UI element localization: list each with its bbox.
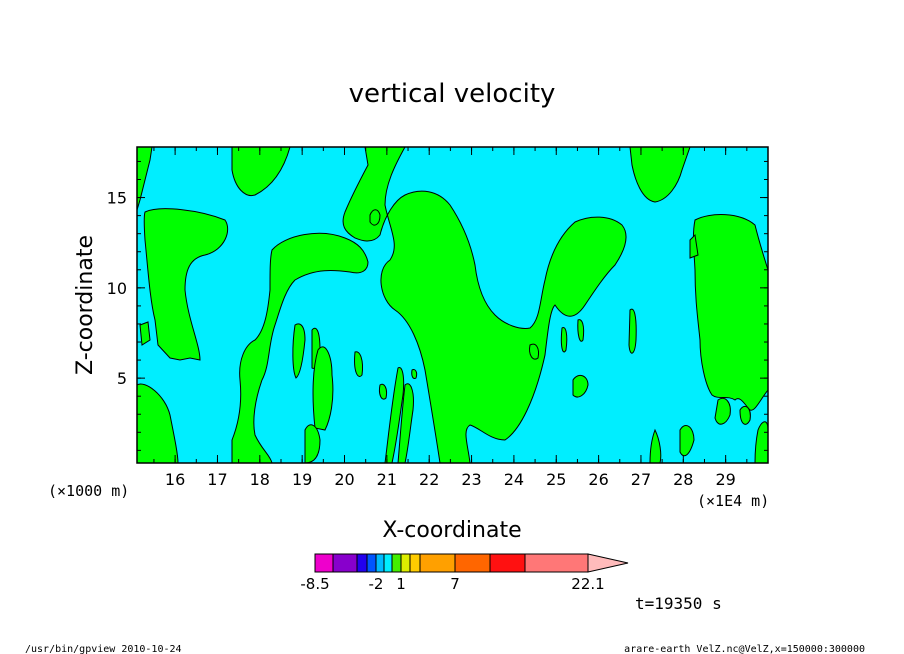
- contour-region: [384, 366, 405, 463]
- contour-region: [312, 346, 334, 431]
- x-tick-label: 18: [250, 470, 270, 489]
- chart-title: vertical velocity: [349, 79, 556, 109]
- x-tick-label: 20: [334, 470, 354, 489]
- x-secondary-note: (×1000 m): [48, 482, 129, 500]
- colorbar-label: -2: [369, 575, 384, 593]
- contour-region: [689, 233, 699, 259]
- contour-region: [679, 425, 695, 457]
- colorbar-segment: [524, 553, 589, 573]
- x-tick-label: 28: [673, 470, 693, 489]
- x-tick-label: 24: [504, 470, 524, 489]
- y-tick-label: 15: [107, 189, 127, 208]
- colorbar-segment: [366, 553, 377, 573]
- x-tick-label: 26: [588, 470, 608, 489]
- contour-region: [369, 209, 381, 226]
- contour-region: [628, 308, 637, 354]
- colorbar-segment: [356, 553, 368, 573]
- time-label: t=19350 s: [635, 594, 722, 613]
- colorbar-segment: [391, 553, 402, 573]
- colorbar-segment: [409, 553, 421, 573]
- contour-region: [354, 351, 363, 377]
- contour-region: [137, 147, 153, 211]
- contour-region: [577, 319, 585, 342]
- contour-region: [231, 147, 291, 197]
- contour-region: [292, 323, 306, 379]
- colorbar-segment: [375, 553, 385, 573]
- contour-region: [342, 147, 627, 463]
- contour-region: [231, 232, 369, 463]
- contour-region: [139, 321, 151, 346]
- x-tick-label: 27: [631, 470, 651, 489]
- contour-region: [143, 208, 229, 361]
- contour-region: [411, 369, 418, 379]
- contour-region: [629, 147, 691, 203]
- contour-region: [572, 374, 589, 398]
- contour-region: [739, 405, 751, 425]
- contour-region: [137, 383, 179, 463]
- x-ticks: 16 17 18 19 20 21 22 23 24 25 26 27 28 29: [153, 147, 769, 489]
- colorbar-label: 1: [396, 575, 406, 593]
- contour-region: [649, 428, 662, 463]
- contour-region: [714, 397, 731, 425]
- x-tick-label: 25: [546, 470, 566, 489]
- y-ticks: 5 10 15: [107, 160, 768, 451]
- x-tick-label: 19: [292, 470, 312, 489]
- colorbar-labels: -8.5 -2 1 7 22.1: [300, 575, 604, 593]
- contour-region: [560, 326, 568, 353]
- colorbar-segment: [489, 553, 526, 573]
- x-tick-label: 21: [377, 470, 397, 489]
- contour-region: [379, 383, 387, 400]
- x-tick-label: 23: [461, 470, 481, 489]
- contour-region: [529, 343, 539, 360]
- colorbar-segment: [454, 553, 491, 573]
- x-axis-label: X-coordinate: [382, 518, 521, 543]
- colorbar-segment: [400, 553, 411, 573]
- y-tick-label: 10: [107, 279, 127, 298]
- y-axis-label: Z-coordinate: [73, 235, 98, 375]
- x-tick-label: 17: [207, 470, 227, 489]
- colorbar-segment: [383, 553, 393, 573]
- colorbar-label: 22.1: [571, 575, 604, 593]
- colorbar-segment: [314, 553, 334, 573]
- colorbar-label: -8.5: [300, 575, 329, 593]
- y-tick-label: 5: [117, 369, 127, 388]
- footer-right: arare-earth_VelZ.nc@VelZ,x=150000:300000: [624, 644, 865, 654]
- footer-left: /usr/bin/gpview 2010-10-24: [25, 644, 182, 654]
- colorbar-segment: [419, 553, 456, 573]
- contour-region: [692, 214, 768, 411]
- x-tick-label: 16: [165, 470, 185, 489]
- colorbar-segment: [332, 553, 358, 573]
- x-scale-note: (×1E4 m): [697, 492, 769, 510]
- colorbar: [314, 553, 629, 573]
- x-tick-label: 22: [419, 470, 439, 489]
- x-tick-label: 29: [715, 470, 735, 489]
- colorbar-label: 7: [450, 575, 460, 593]
- colorbar-extend-arrow: [587, 553, 629, 573]
- plot-frame: [136, 146, 769, 464]
- contour-region: [397, 383, 414, 463]
- contour-region: [304, 424, 321, 463]
